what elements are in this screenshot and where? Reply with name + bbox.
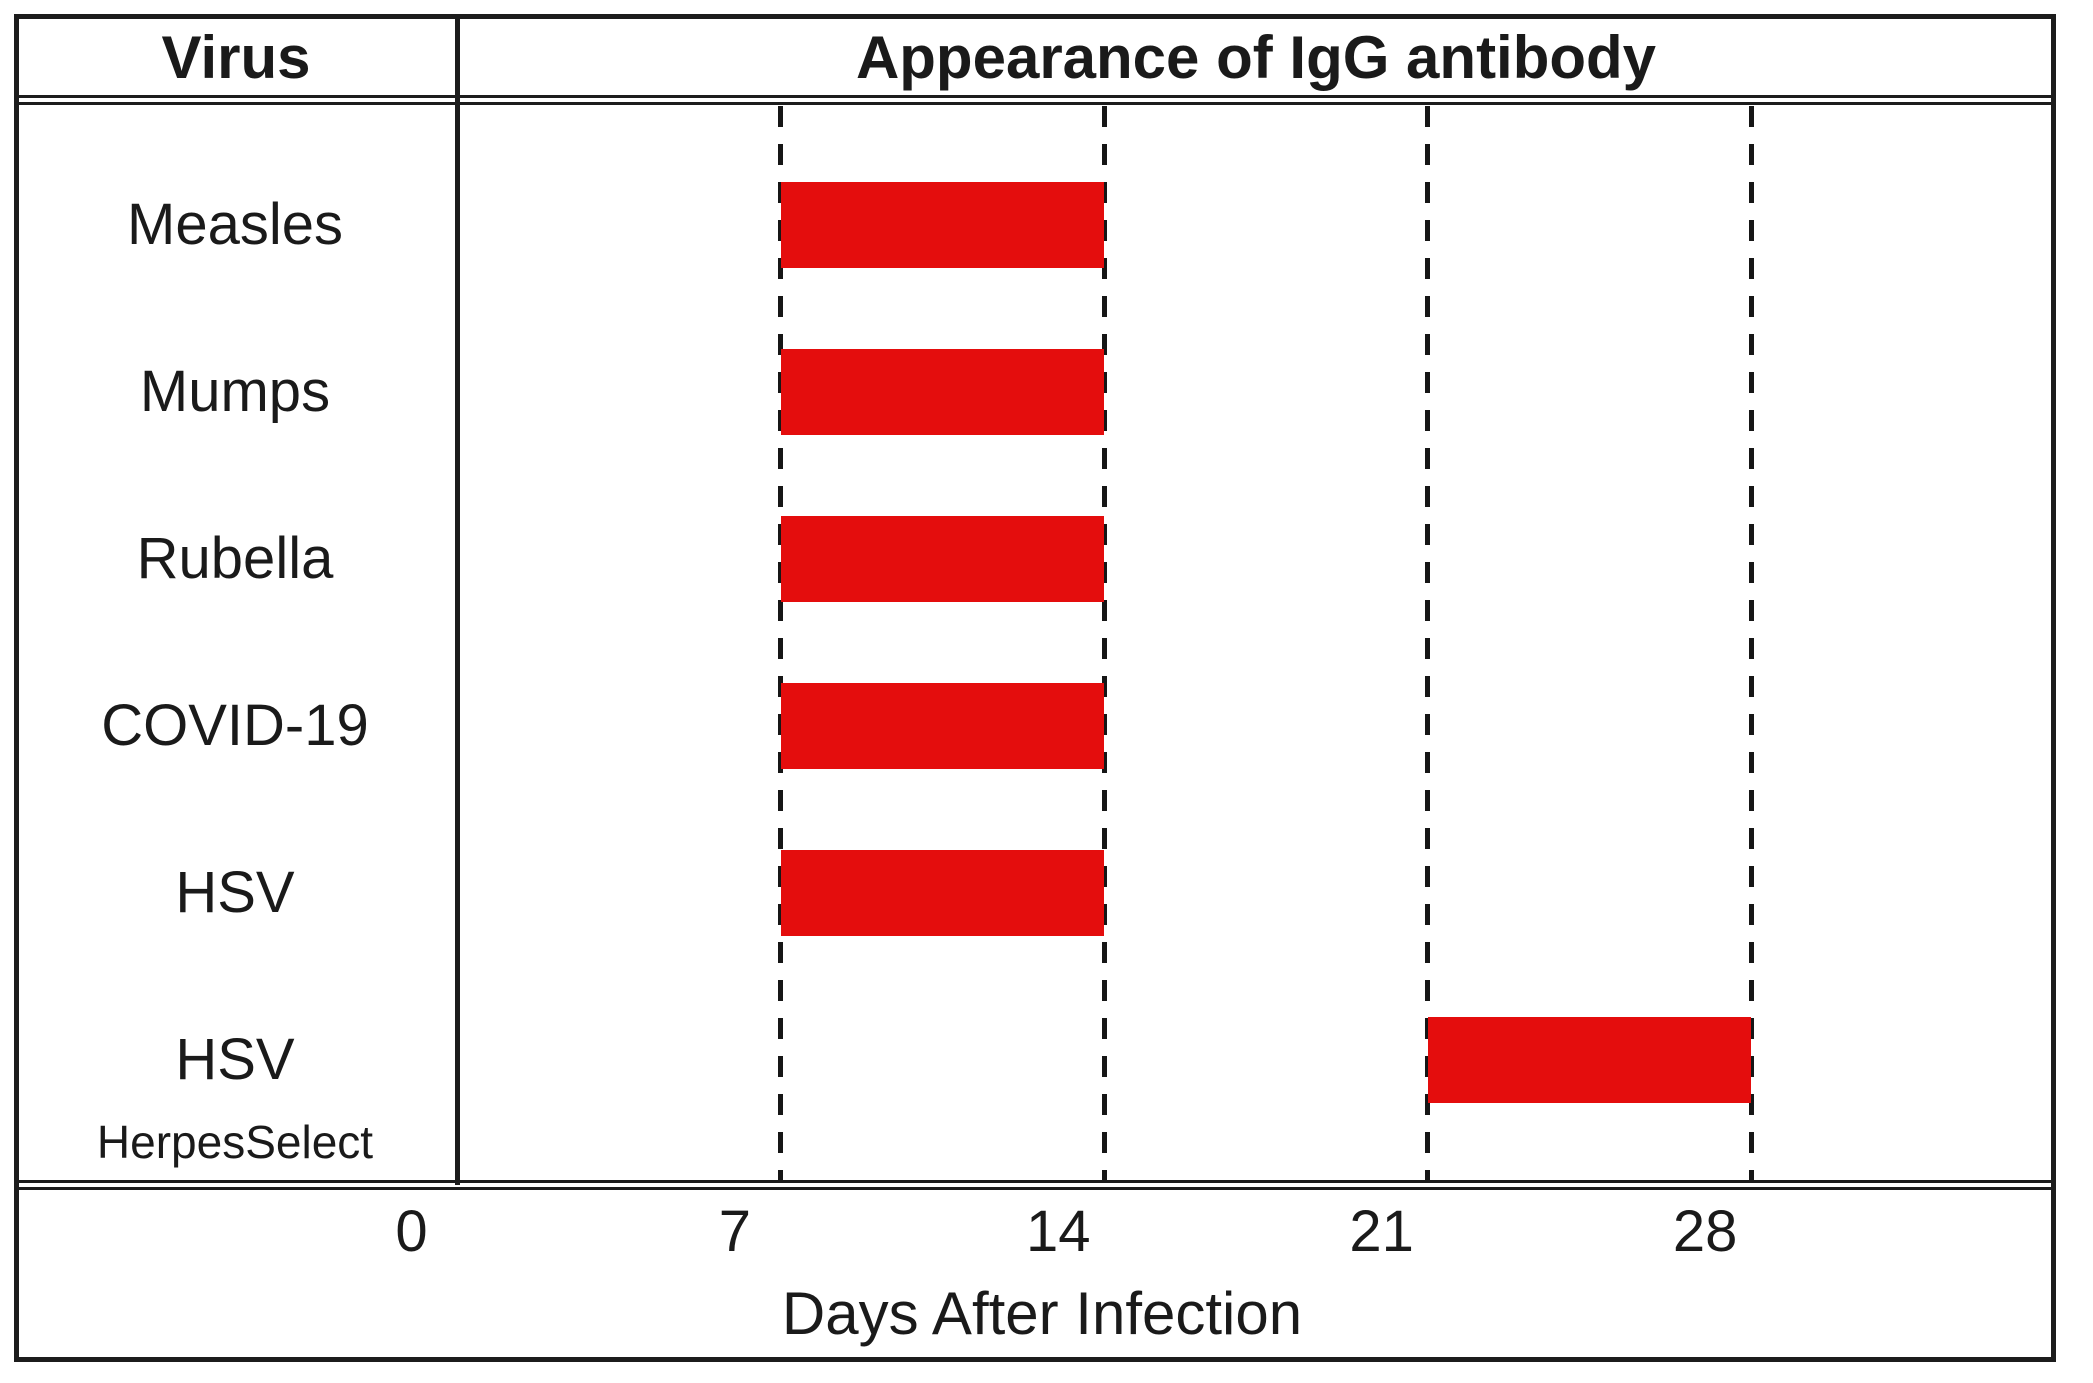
axis-separator-line xyxy=(14,1180,2056,1190)
igg-window-bar xyxy=(1427,1017,1752,1103)
igg-window-bar xyxy=(780,850,1105,936)
x-tick-label: 7 xyxy=(718,1199,752,1264)
day-gridline xyxy=(1101,106,1107,1180)
x-axis-title: Days After Infection xyxy=(781,1280,1303,1347)
x-tick-label: 14 xyxy=(1026,1199,1091,1264)
chart-column-header: Appearance of IgG antibody xyxy=(855,24,1657,91)
day-gridline xyxy=(778,106,784,1180)
virus-label: COVID-19 xyxy=(101,693,369,758)
virus-label: Rubella xyxy=(136,526,334,591)
igg-window-bar xyxy=(780,683,1105,769)
x-tick-label: 0 xyxy=(395,1199,428,1264)
virus-sublabel: HerpesSelect xyxy=(96,1116,374,1168)
table-frame xyxy=(14,14,2056,1362)
x-tick-label: 28 xyxy=(1672,1199,1738,1264)
header-separator-line xyxy=(14,95,2056,105)
virus-label: HSV xyxy=(175,860,295,925)
virus-label: HSV xyxy=(175,1027,295,1092)
virus-label: Measles xyxy=(127,192,343,257)
day-gridline xyxy=(1425,106,1431,1180)
column-divider-line xyxy=(455,14,460,1185)
igg-window-bar xyxy=(780,516,1105,602)
igg-window-bar xyxy=(780,349,1105,435)
igg-window-bar xyxy=(780,182,1105,268)
day-gridline xyxy=(1748,106,1754,1180)
virus-column-header: Virus xyxy=(161,24,311,91)
x-tick-label: 21 xyxy=(1349,1199,1414,1264)
virus-label: Mumps xyxy=(139,359,331,424)
